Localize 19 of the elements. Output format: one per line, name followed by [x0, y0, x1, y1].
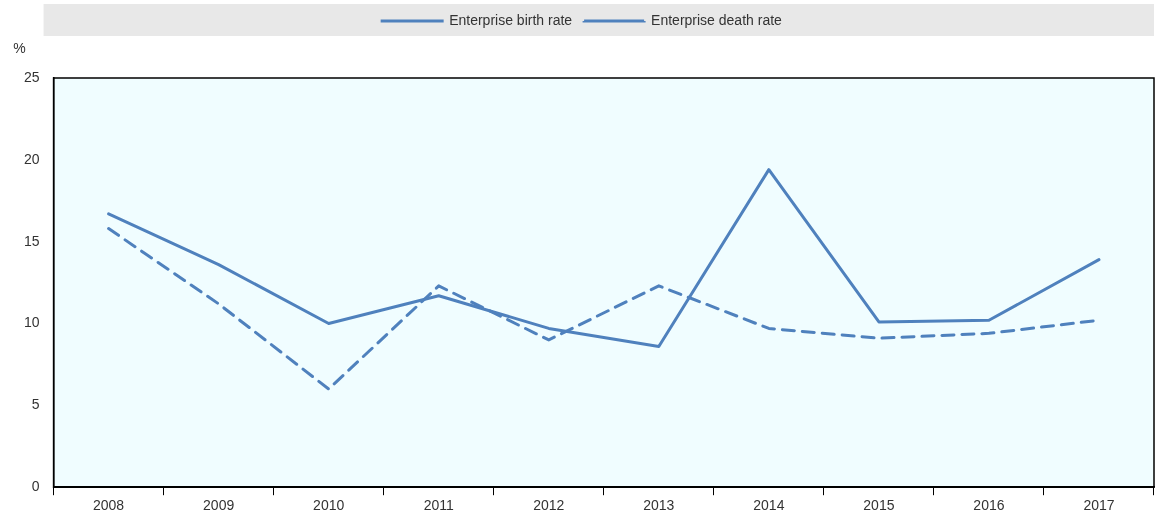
x-tick-label: 2010	[313, 497, 345, 514]
x-tick-label: 2008	[93, 497, 125, 514]
x-tick-label: 2014	[753, 497, 785, 514]
y-tick-label: 10	[23, 314, 40, 331]
legend-label: Enterprise death rate	[651, 11, 783, 28]
x-tick-label: 2012	[533, 497, 565, 514]
x-tick-label: 2009	[203, 497, 235, 514]
y-axis-title: %	[13, 39, 26, 56]
y-tick-label: 20	[23, 150, 40, 167]
y-tick-label: 15	[23, 232, 40, 249]
x-tick-label: 2015	[863, 497, 895, 514]
x-tick-label: 2013	[643, 497, 675, 514]
y-tick-label: 25	[23, 68, 40, 85]
x-tick-label: 2017	[1083, 497, 1115, 514]
x-tick-label: 2011	[423, 497, 454, 514]
legend-label: Enterprise birth rate	[449, 11, 573, 28]
y-tick-label: 5	[31, 396, 40, 413]
x-tick-label: 2016	[973, 497, 1005, 514]
y-tick-label: 0	[31, 478, 40, 495]
